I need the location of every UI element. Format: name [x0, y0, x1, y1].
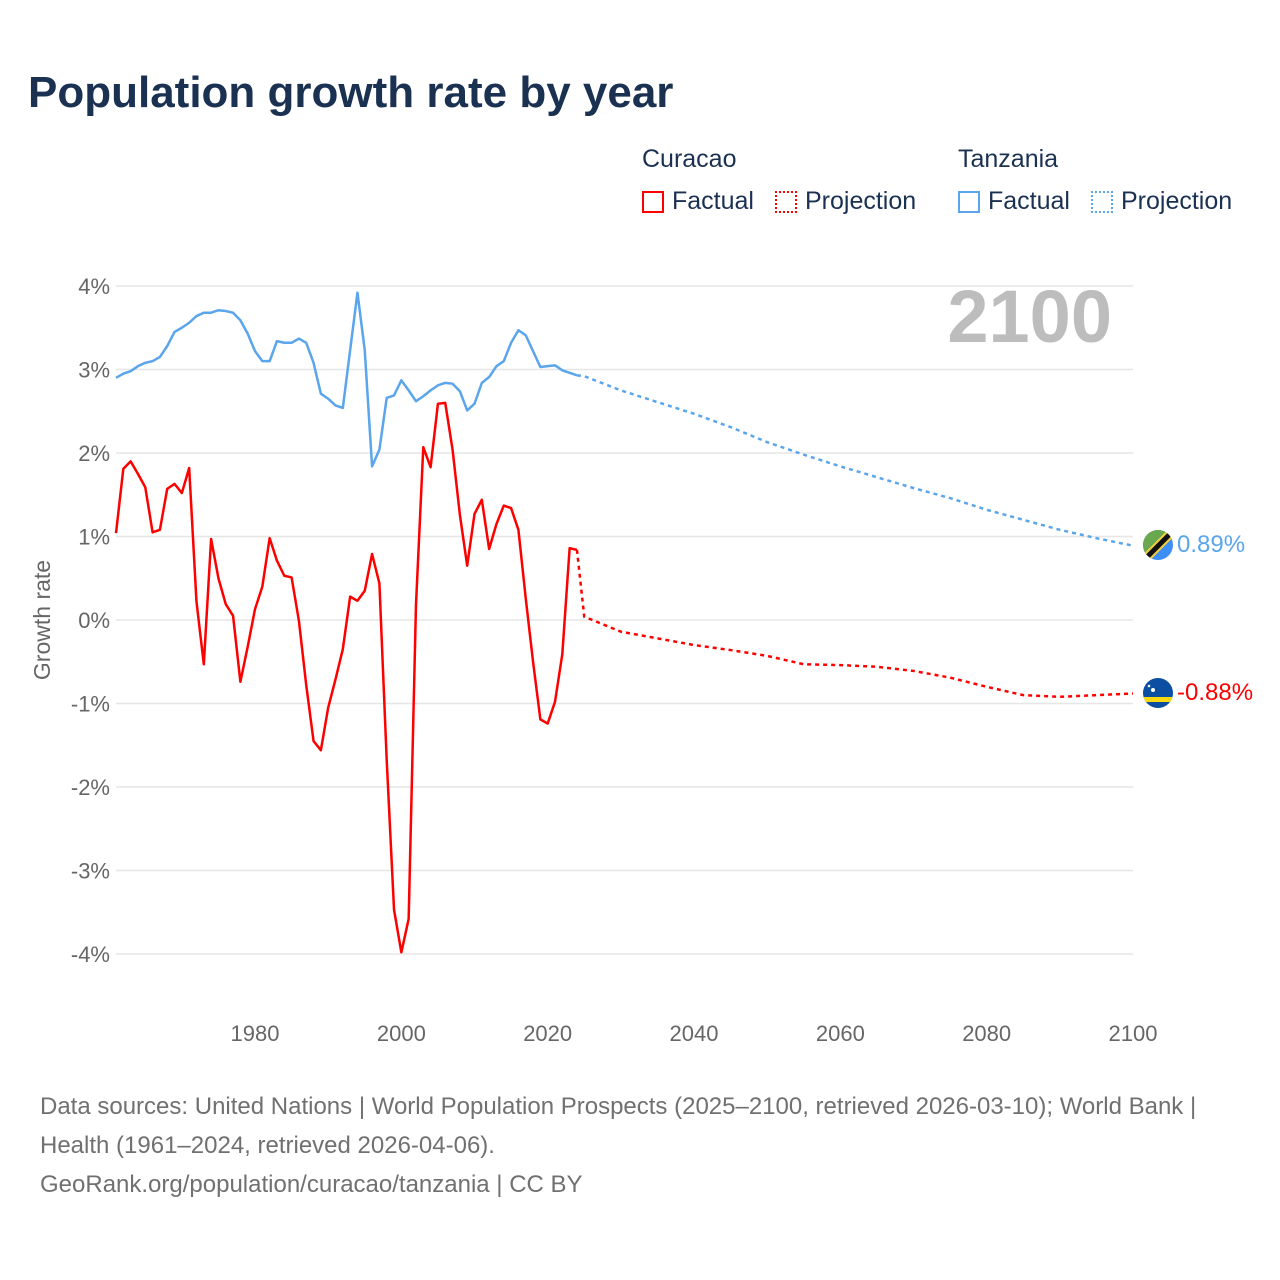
- legend-curacao-factual[interactable]: Factual: [642, 187, 754, 216]
- x-tick-label: 2060: [816, 1021, 865, 1046]
- x-tick-label: 2040: [670, 1021, 719, 1046]
- legend-swatch-solid: [642, 190, 664, 213]
- curacao-flag-icon: [1143, 678, 1173, 708]
- legend-label: Projection: [1121, 187, 1233, 215]
- curacao-projection-line: [575, 549, 1134, 699]
- legend-tanzania-factual[interactable]: Factual: [958, 187, 1070, 216]
- legend-group-tanzania: Tanzania: [958, 145, 1059, 173]
- source-link[interactable]: GeoRank.org/population/curacao/tanzania …: [40, 1171, 583, 1198]
- curacao-factual-line: [114, 401, 578, 954]
- legend-label: Factual: [988, 187, 1070, 215]
- curacao-end-label: -0.88%: [1177, 679, 1253, 706]
- y-tick-label: 0%: [78, 608, 110, 633]
- legend-label: Projection: [805, 187, 917, 215]
- data-sources: Data sources: United Nations | World Pop…: [40, 1093, 1197, 1159]
- chart-title: Population growth rate by year: [28, 68, 674, 117]
- y-axis-label: Growth rate: [29, 560, 55, 680]
- x-tick-label: 2100: [1109, 1021, 1158, 1046]
- legend-group-curacao: Curacao: [642, 145, 737, 173]
- y-tick-label: -1%: [71, 692, 110, 717]
- legend-swatch-dotted: [775, 190, 797, 213]
- footer: Data sources: United Nations | World Pop…: [40, 1087, 1240, 1204]
- x-tick-label: 2000: [377, 1021, 426, 1046]
- y-tick-label: 4%: [78, 274, 110, 299]
- y-tick-label: -2%: [71, 775, 110, 800]
- tanzania-flag-icon: [1143, 530, 1173, 560]
- x-tick-label: 2020: [523, 1021, 572, 1046]
- x-tick-label: 1980: [231, 1021, 280, 1046]
- tanzania-end-label: 0.89%: [1177, 531, 1245, 558]
- legend-label: Factual: [672, 187, 754, 215]
- y-tick-label: 2%: [78, 441, 110, 466]
- legend-swatch-solid: [958, 190, 980, 213]
- year-indicator: 2100: [947, 275, 1112, 358]
- line-chart: 4% 3% 2% 1% 0% -1% -2% -3% -4% 1980 2000 2020 2040 20…: [29, 274, 1253, 1046]
- tanzania-factual-line: [115, 291, 578, 468]
- tanzania-projection-line: [576, 374, 1134, 547]
- x-tick-label: 2080: [962, 1021, 1011, 1046]
- legend-tanzania-projection[interactable]: Projection: [1091, 187, 1232, 216]
- y-tick-label: 3%: [78, 358, 110, 383]
- y-tick-label: 1%: [78, 525, 110, 550]
- legend-curacao-projection[interactable]: Projection: [775, 187, 916, 216]
- legend-swatch-dotted: [1091, 190, 1113, 213]
- y-tick-label: -3%: [71, 859, 110, 884]
- y-tick-label: -4%: [71, 942, 110, 967]
